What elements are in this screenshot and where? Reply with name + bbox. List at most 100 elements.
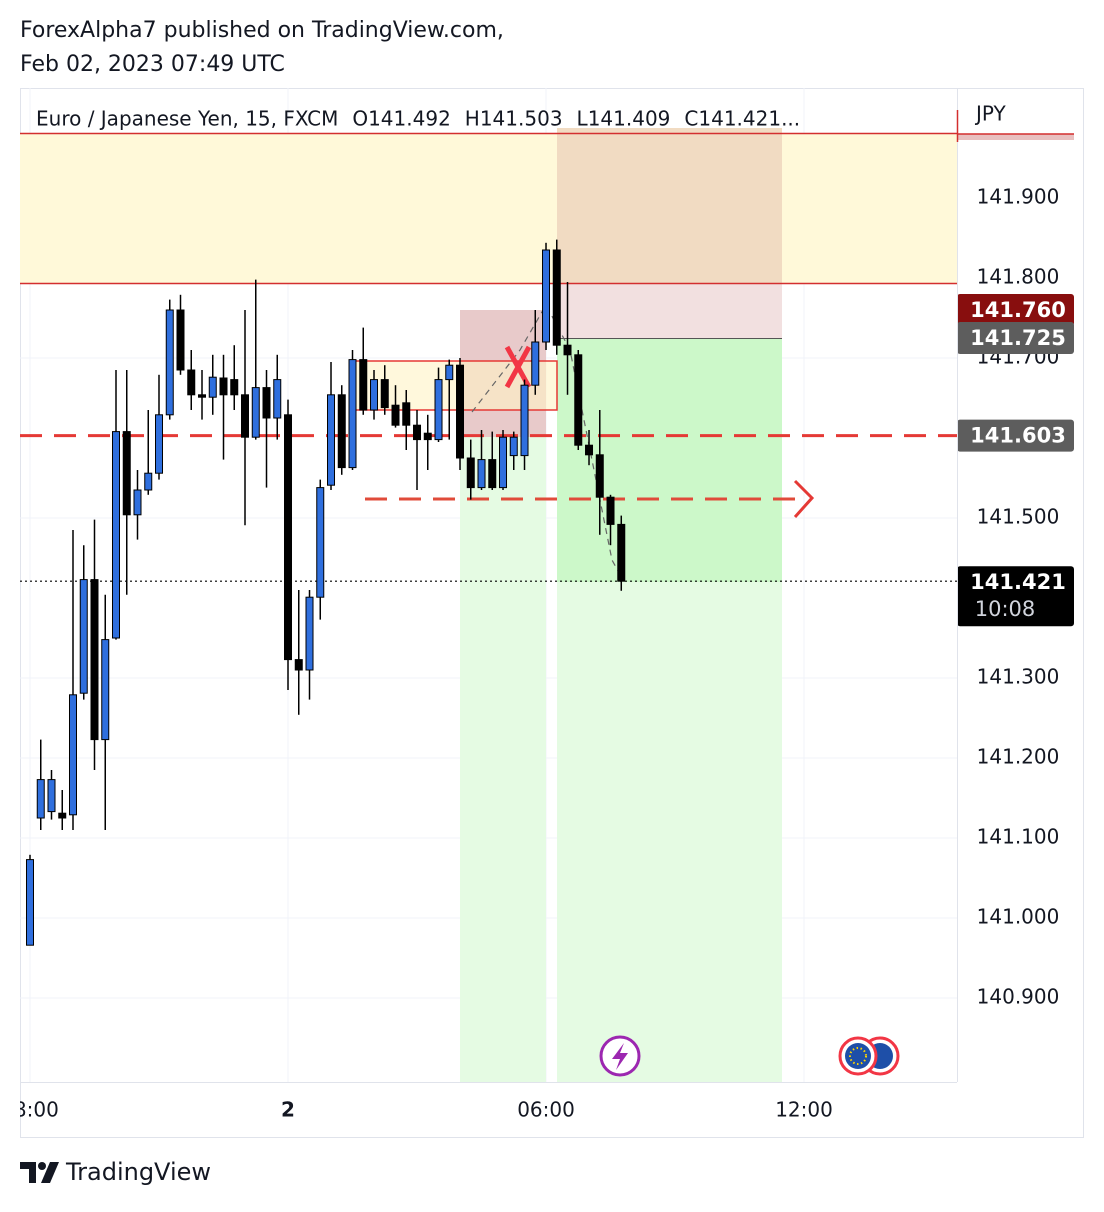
candle-body	[359, 359, 368, 411]
session-highlight	[460, 430, 546, 1082]
candle-body	[466, 457, 475, 489]
y-tick-label: 141.500	[977, 505, 1060, 529]
candle-body	[499, 436, 508, 489]
arrow-head	[793, 479, 815, 519]
lightning	[612, 1043, 628, 1070]
stop-zone	[557, 128, 782, 283]
candle-body	[230, 379, 239, 396]
publisher: ForexAlpha7 published on TradingView.com…	[20, 18, 504, 43]
target-zone	[557, 338, 782, 582]
x-tick-label: 06:00	[517, 1098, 575, 1122]
candle-body	[101, 639, 110, 741]
logo-part	[41, 1162, 59, 1183]
candle-body	[402, 402, 411, 426]
candle-body	[542, 249, 551, 343]
y-tick-label: 141.100	[977, 825, 1060, 849]
candle-body	[176, 309, 185, 371]
y-tick-label: 141.900	[977, 185, 1060, 209]
candle-body	[509, 436, 518, 457]
candle-body	[617, 523, 626, 582]
candle-body	[434, 379, 443, 441]
candle-body	[187, 369, 196, 396]
candle-body	[198, 394, 207, 398]
eu-stars	[849, 1047, 867, 1065]
publish-date: Feb 02, 2023 07:49 UTC	[20, 52, 285, 77]
legend-ohlc: C141.421...	[684, 107, 800, 131]
candle-body	[391, 404, 400, 426]
x-tick-label: 2	[281, 1098, 295, 1122]
legend-ohlc: O141.492	[352, 107, 450, 131]
candle-body	[477, 459, 486, 489]
legend-ohlc: L141.409	[577, 107, 671, 131]
last-price-box	[957, 566, 1074, 627]
candle-body	[122, 431, 131, 516]
candle-body	[262, 387, 271, 419]
x-tick-label: 12:00	[775, 1098, 833, 1122]
candle-body	[327, 394, 336, 486]
candle-body	[445, 364, 454, 381]
candle-body	[90, 579, 99, 741]
candle-body	[36, 779, 45, 819]
y-tick-label: 141.200	[977, 745, 1060, 769]
candle-body	[251, 387, 260, 438]
candle-body	[273, 379, 282, 419]
time-axis: 18:00 2 06:00 12:00	[20, 1098, 833, 1122]
candle-body	[112, 431, 121, 639]
candle-body	[380, 379, 389, 409]
candle-body	[348, 359, 357, 469]
candle-body	[284, 414, 293, 661]
candle-body	[606, 496, 615, 525]
candle-body	[370, 379, 379, 411]
candle-body	[488, 459, 497, 489]
candle-body	[133, 489, 142, 516]
y-tick-label: 141.000	[977, 905, 1060, 929]
logo-part	[38, 1162, 46, 1170]
eu-flag	[845, 1043, 871, 1069]
candle-body	[25, 859, 34, 946]
y-tick-label: 141.800	[977, 265, 1060, 289]
candle-body	[456, 364, 465, 459]
candle-body	[563, 344, 572, 356]
candle-body	[337, 394, 346, 469]
legend-symbol: Euro / Japanese Yen, 15, FXCM	[36, 107, 338, 131]
event-icons	[599, 1035, 900, 1077]
candle-body	[423, 432, 432, 441]
candle-body	[305, 596, 314, 671]
price-label-box	[957, 419, 1074, 452]
y-tick-label: 141.300	[977, 665, 1060, 689]
candle-body	[208, 376, 217, 398]
candle-body	[574, 354, 583, 446]
candle-body	[316, 487, 325, 598]
candle-body	[165, 309, 174, 416]
candle-body	[144, 472, 153, 491]
session-highlight	[557, 582, 782, 1082]
stop-zone	[557, 283, 782, 338]
candle-body	[47, 779, 56, 813]
candle-body	[520, 384, 529, 457]
candle-body	[241, 394, 250, 438]
logo-part	[20, 1162, 36, 1183]
brand: TradingView	[65, 1158, 211, 1186]
price-label: 141.760	[970, 298, 1066, 322]
price-label-box	[957, 322, 1074, 354]
candle-body	[531, 341, 540, 386]
candle-body	[552, 249, 561, 346]
candle-body	[68, 694, 77, 816]
price-label: 141.603	[970, 424, 1066, 448]
candle-body	[413, 424, 422, 441]
countdown: 10:08	[975, 597, 1036, 621]
currency: JPY	[974, 102, 1007, 126]
legend-ohlc: H141.503	[465, 107, 563, 131]
tv-logo	[20, 1162, 59, 1183]
last-price-label: 141.421	[970, 570, 1066, 594]
candle-body	[294, 659, 303, 671]
candle-body	[219, 377, 228, 396]
price-label-box	[957, 294, 1074, 326]
candle-body	[595, 454, 604, 498]
y-tick-label: 140.900	[977, 985, 1060, 1009]
candle-body	[58, 812, 67, 819]
candle-body	[585, 444, 594, 456]
x-marker	[504, 345, 532, 389]
supply-zone	[20, 133, 957, 283]
